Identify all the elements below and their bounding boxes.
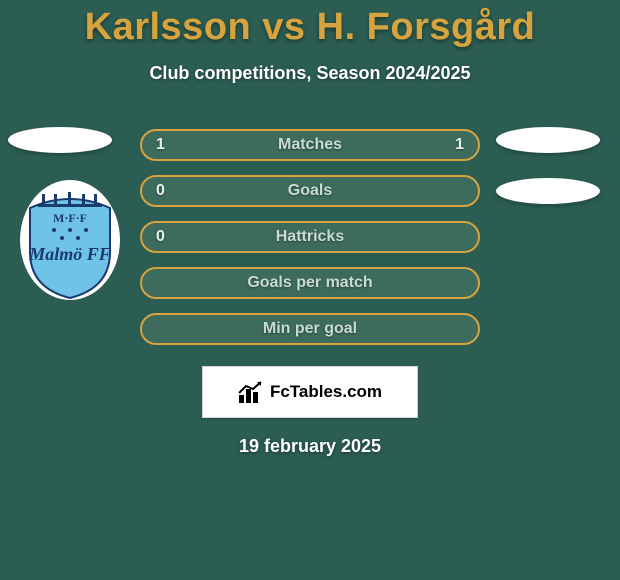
stat-label: Min per goal [263,320,357,338]
stat-left-value: 0 [156,182,165,200]
stat-pill-goals: 0 Goals [140,175,480,207]
stat-row: 0 Goals [0,168,620,214]
page-subtitle: Club competitions, Season 2024/2025 [0,63,620,84]
stat-pill-goals-per-match: Goals per match [140,267,480,299]
stat-label: Goals [288,182,332,200]
footer-date: 19 february 2025 [0,436,620,457]
stat-pill-matches: 1 Matches 1 [140,129,480,161]
stat-left-value: 0 [156,228,165,246]
attribution-badge: FcTables.com [202,366,418,418]
attribution-text: FcTables.com [270,382,382,402]
stats-board: 1 Matches 1 0 Goals 0 Hattricks Goals pe… [0,122,620,352]
stat-right-value: 1 [455,136,464,154]
bars-icon [238,381,264,403]
stat-label: Goals per match [247,274,372,292]
stat-row: Goals per match [0,260,620,306]
stat-row: Min per goal [0,306,620,352]
stat-pill-min-per-goal: Min per goal [140,313,480,345]
page-title: Karlsson vs H. Forsgård [0,0,620,49]
stat-left-value: 1 [156,136,165,154]
stat-label: Hattricks [276,228,344,246]
stat-pill-hattricks: 0 Hattricks [140,221,480,253]
stat-row: 0 Hattricks [0,214,620,260]
stat-row: 1 Matches 1 [0,122,620,168]
stat-label: Matches [278,136,342,154]
